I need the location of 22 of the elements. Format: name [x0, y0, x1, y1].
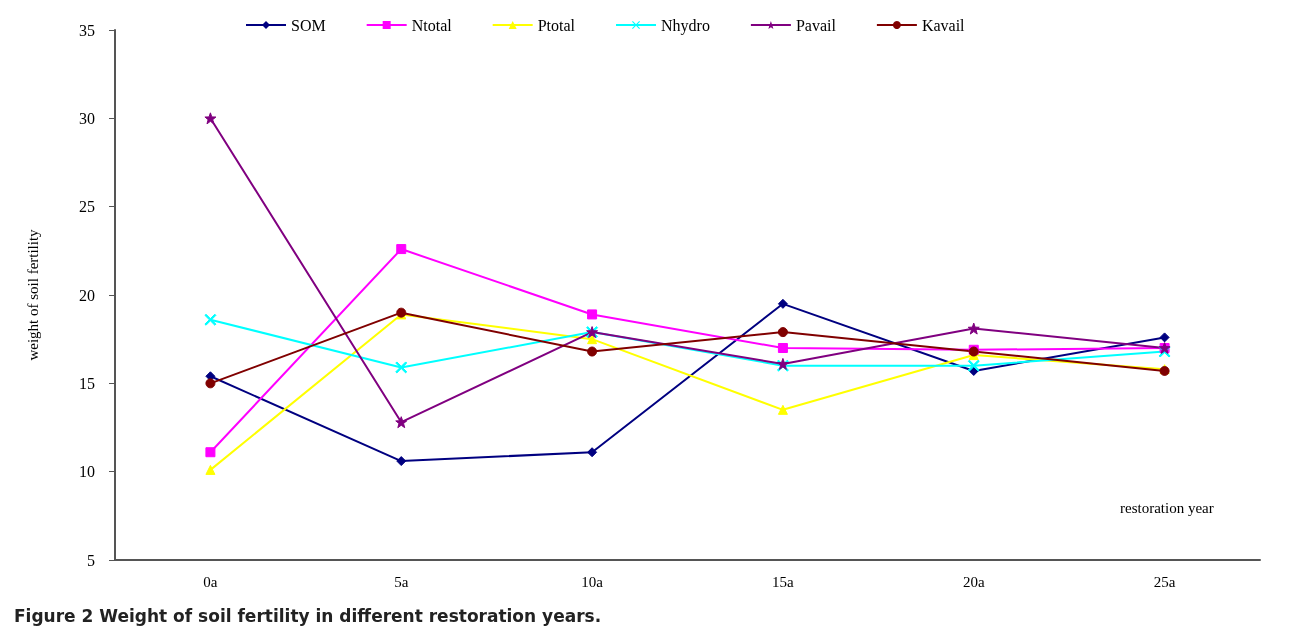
legend-label: Kavail	[921, 16, 966, 34]
legend-label: Ntotal	[411, 16, 453, 34]
legend-label: Ptotal	[537, 16, 576, 34]
x-tick-label: 20a	[962, 573, 985, 590]
y-axis-title: weight of soil fertility	[24, 228, 41, 361]
x-tick-label: 0a	[203, 573, 218, 590]
y-tick-label: 15	[79, 374, 95, 392]
x-tick-label: 15a	[772, 573, 795, 590]
legend-label: SOM	[291, 16, 326, 34]
y-tick-label: 35	[79, 21, 95, 39]
y-tick-label: 10	[79, 463, 95, 481]
y-tick-label: 30	[79, 109, 95, 127]
caption: Figure 2 Weight of soil fertility in different restoration years.	[14, 606, 602, 626]
y-tick-label: 5	[87, 551, 95, 569]
x-tick-label: 25a	[1153, 573, 1176, 590]
legend-label: Pavail	[795, 16, 837, 34]
x-tick-label: 10a	[581, 573, 604, 590]
legend-label: Nhydro	[661, 16, 710, 35]
y-tick-label: 20	[79, 286, 95, 304]
x-tick-label: 5a	[394, 573, 409, 590]
y-tick-label: 25	[79, 198, 95, 216]
x-axis-title: restoration year	[1120, 499, 1214, 516]
